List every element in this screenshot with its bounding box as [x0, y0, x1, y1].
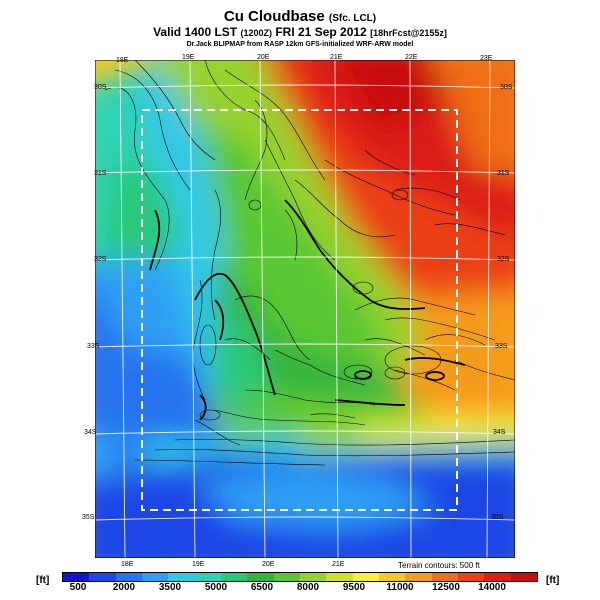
color-scale-cell [89, 573, 116, 581]
color-scale-tick-label: 3500 [158, 582, 182, 593]
map-title: Cu Cloudbase (Sfc. LCL) [0, 8, 600, 25]
left-lat-label: 30S [94, 84, 107, 91]
top-lon-label: 18E [116, 57, 129, 64]
left-lat-label: 35S [82, 514, 95, 521]
color-scale-bar [62, 572, 538, 582]
color-scale-cell [510, 573, 537, 581]
model-credit: Dr.Jack BLIPMAP from RASP 12km GFS-initi… [186, 41, 414, 48]
color-scale-tick-label: 11000 [386, 582, 414, 593]
valid-time: Valid 1400 LST (1200Z) FRI 21 Sep 2012 [… [0, 25, 600, 39]
color-scale-cell [457, 573, 485, 581]
color-scale-tick-label: 2000 [112, 582, 136, 593]
color-scale-tick-label: 8000 [296, 582, 320, 593]
right-lat-label: 31S [497, 170, 510, 177]
right-lat-label: 33S [495, 343, 508, 350]
color-scale-tick-label: 500 [69, 582, 87, 593]
bottom-lon-label: 19E [192, 561, 205, 568]
inner-domain-boundary [141, 109, 458, 511]
title-main: Cu Cloudbase [223, 8, 325, 25]
top-lon-label: 21E [330, 54, 343, 61]
bottom-lon-label: 20E [262, 561, 275, 568]
right-lat-label: 30S [500, 84, 513, 91]
color-scale-cell [431, 573, 458, 581]
color-scale-cell [63, 573, 90, 581]
color-scale-tick-label: 6500 [250, 582, 274, 593]
right-lat-label: 35S [491, 514, 504, 521]
color-scale-tick-label: 12500 [432, 582, 460, 593]
unit-left: [ft] [36, 575, 50, 586]
title-suffix: (Sfc. LCL) [328, 13, 377, 24]
color-scale-cell [299, 573, 327, 581]
color-scale-cell [326, 573, 353, 581]
color-scale-cell [484, 573, 511, 581]
bottom-lon-label: 18E [121, 561, 134, 568]
unit-right: [ft] [546, 575, 560, 586]
right-lat-label: 32S [497, 256, 510, 263]
valid-date: FRI 21 Sep 2012 [275, 25, 367, 39]
color-scale-cell [141, 573, 169, 581]
bold-terrain-contours [149, 199, 466, 421]
color-scale-cell [405, 573, 432, 581]
color-scale-ticks: 500 2000 3500 5000 6500 8000 9500 11000 12500 140… [62, 580, 538, 600]
top-lon-label: 23E [480, 55, 493, 62]
left-lat-label: 33S [87, 343, 100, 350]
color-scale-tick-label: 14000 [478, 582, 506, 593]
lat-lon-grid [95, 60, 515, 558]
forecast-info: [18hrFcst@2155z] [370, 28, 447, 38]
color-scale-tick-label: 9500 [342, 582, 366, 593]
color-scale-cell [273, 573, 300, 581]
color-scale-cell [168, 573, 195, 581]
color-scale-cell [378, 573, 406, 581]
color-scale-cell [220, 573, 248, 581]
left-lat-label: 34S [84, 429, 97, 436]
top-lon-label: 22E [405, 54, 418, 61]
color-scale-cell [194, 573, 221, 581]
color-scale-cell [115, 573, 142, 581]
color-scale-tick-label: 5000 [204, 582, 228, 593]
top-lon-label: 19E [182, 54, 195, 61]
terrain-contour-note: Terrain contours: 500 ft [398, 561, 480, 570]
color-scale-cell [247, 573, 274, 581]
valid-label: Valid 1400 LST [153, 25, 238, 39]
left-lat-label: 31S [94, 170, 107, 177]
bottom-lon-label: 21E [332, 561, 345, 568]
valid-utc: (1200Z) [240, 28, 272, 38]
cloudbase-map [95, 60, 515, 558]
right-lat-label: 34S [493, 429, 506, 436]
color-scale-cell [352, 573, 379, 581]
top-lon-label: 20E [257, 54, 270, 61]
left-lat-label: 32S [94, 256, 107, 263]
